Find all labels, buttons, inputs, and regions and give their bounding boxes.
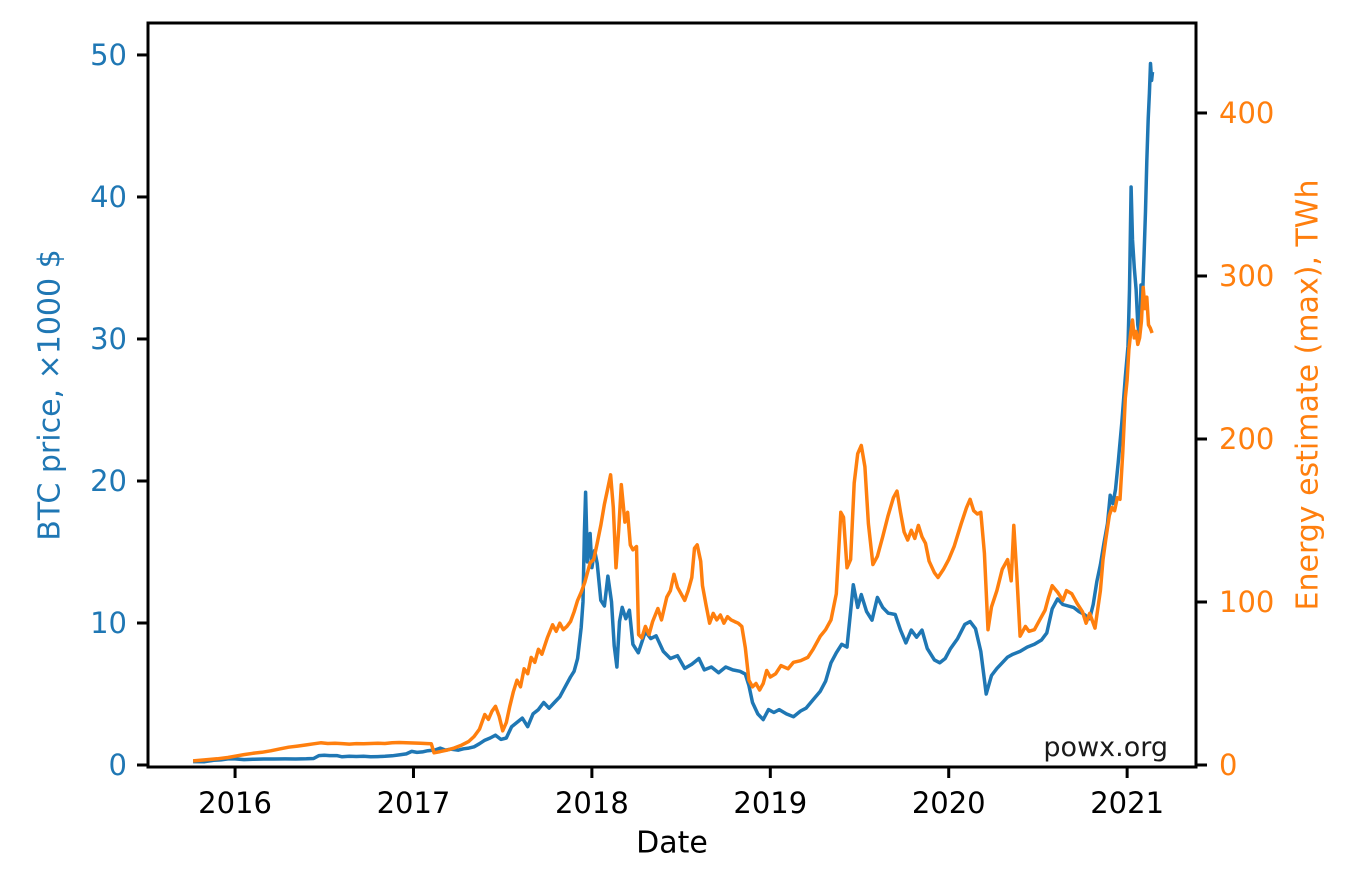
series-line-energy-estimate [192,285,1154,763]
y-right-tick-label: 400 [1219,95,1275,130]
y-left-tick-label: 10 [90,606,127,640]
y-right-tick-label: 0 [1219,747,1238,782]
y-left-tick-label: 30 [90,321,127,356]
x-tick-label: 2020 [911,786,986,820]
y-right-tick-label: 100 [1219,584,1275,619]
y-left-tick-label: 20 [90,463,127,498]
plot-frame [146,21,1198,769]
y-left-tick-label: 0 [108,748,127,782]
x-tick-label: 2016 [198,786,272,820]
y-left-tick-label: 50 [90,37,127,72]
y-right-tick-label: 200 [1219,421,1275,456]
series-group [192,61,1155,764]
x-tick-label: 2017 [376,786,451,820]
watermark-text: powx.org [1043,732,1168,763]
y-right-tick-label: 300 [1219,258,1275,293]
series-line-btc-price [193,61,1155,764]
x-axis-title: Date [636,825,708,861]
x-tick-label: 2021 [1090,786,1165,820]
x-tick-label: 2018 [554,786,629,820]
y-left-tick-label: 40 [90,179,127,214]
x-tick-label: 2019 [733,786,808,820]
right-axis-title: Energy estimate (max), TWh [1290,179,1326,611]
